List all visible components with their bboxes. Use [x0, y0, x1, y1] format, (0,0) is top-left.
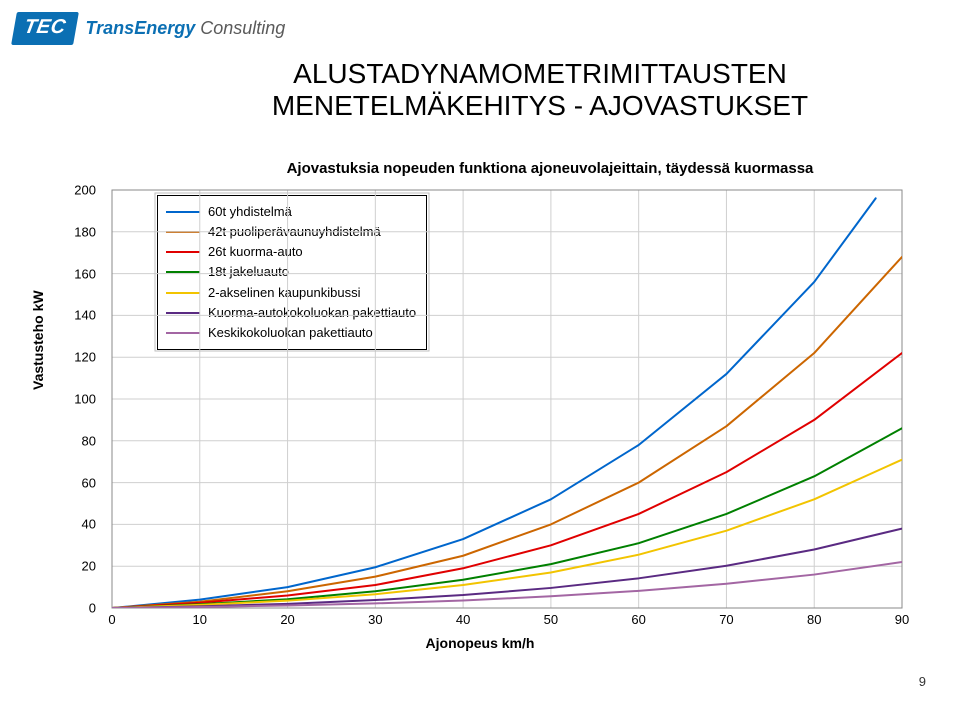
x-tick-label: 70	[719, 612, 733, 627]
x-tick-label: 90	[895, 612, 909, 627]
y-tick-label: 20	[82, 559, 96, 574]
x-tick-label: 0	[108, 612, 115, 627]
y-tick-label: 200	[74, 183, 96, 198]
y-tick-label: 180	[74, 224, 96, 239]
x-tick-label: 80	[807, 612, 821, 627]
y-tick-label: 80	[82, 433, 96, 448]
y-tick-label: 120	[74, 350, 96, 365]
x-tick-label: 30	[368, 612, 382, 627]
x-tick-label: 50	[544, 612, 558, 627]
y-tick-label: 0	[89, 601, 96, 616]
y-tick-label: 160	[74, 266, 96, 281]
x-tick-label: 60	[631, 612, 645, 627]
y-tick-label: 140	[74, 308, 96, 323]
y-tick-label: 100	[74, 392, 96, 407]
line-chart	[0, 0, 960, 703]
x-tick-label: 40	[456, 612, 470, 627]
y-tick-label: 60	[82, 475, 96, 490]
y-tick-label: 40	[82, 517, 96, 532]
page-number: 9	[919, 674, 926, 689]
x-tick-label: 10	[193, 612, 207, 627]
x-tick-label: 20	[280, 612, 294, 627]
